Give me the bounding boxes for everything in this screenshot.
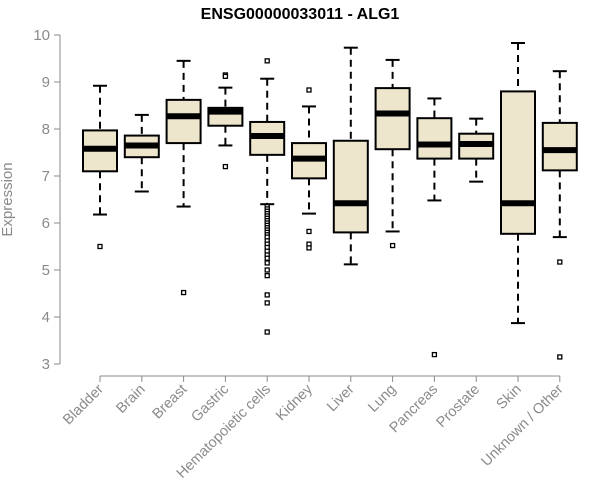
outlier-point xyxy=(222,73,229,80)
chart-title: ENSG00000033011 - ALG1 xyxy=(200,6,400,23)
outlier-point xyxy=(264,255,270,261)
y-tick-label: 6 xyxy=(42,215,50,232)
outlier-point xyxy=(306,87,312,93)
outlier-point xyxy=(264,260,270,266)
y-tick-label: 9 xyxy=(42,74,50,91)
y-tick-label: 5 xyxy=(42,262,50,279)
box-prostate xyxy=(458,117,495,183)
box-gastric xyxy=(207,72,244,170)
box-unknown-other xyxy=(541,70,578,360)
outlier-point xyxy=(222,163,229,170)
outlier-point xyxy=(97,243,103,250)
box-skin xyxy=(500,41,536,325)
iqr-box xyxy=(541,121,578,172)
y-tick-label: 10 xyxy=(33,27,50,44)
box-liver xyxy=(332,46,369,266)
box-hematopoietic-cells xyxy=(249,58,286,335)
outlier-point xyxy=(264,272,270,279)
box-bladder xyxy=(82,84,118,250)
iqr-box xyxy=(416,117,453,160)
outlier-point xyxy=(180,289,187,296)
iqr-box xyxy=(374,87,411,151)
box-lung xyxy=(374,58,411,249)
x-tick-label: Prostate xyxy=(434,382,483,431)
outlier-point xyxy=(306,245,312,251)
y-tick-label: 4 xyxy=(42,309,50,326)
outlier-point xyxy=(557,354,563,360)
y-tick-label: 3 xyxy=(42,356,50,373)
outlier-point xyxy=(431,351,438,358)
outlier-point xyxy=(264,300,270,306)
x-tick-label: Brain xyxy=(113,382,148,417)
x-tick-label: Skin xyxy=(494,382,525,413)
outlier-point xyxy=(264,58,270,64)
box-kidney xyxy=(291,87,327,251)
outlier-point xyxy=(264,329,270,335)
x-tick-label: Bladder xyxy=(60,381,107,428)
iqr-box xyxy=(500,90,536,235)
box-pancreas xyxy=(416,97,453,358)
x-tick-label: Liver xyxy=(324,381,358,415)
box-breast xyxy=(165,59,202,296)
y-tick-label: 7 xyxy=(42,168,50,185)
outlier-point xyxy=(264,267,270,273)
x-tick-label: Lung xyxy=(365,382,399,416)
outlier-point xyxy=(306,228,312,235)
y-axis-title: Expression xyxy=(0,162,16,236)
y-tick-label: 8 xyxy=(42,121,50,138)
outlier-point xyxy=(557,259,563,265)
outlier-point xyxy=(389,242,396,249)
outlier-point xyxy=(264,292,270,298)
x-tick-label: Breast xyxy=(149,382,190,423)
iqr-box xyxy=(332,139,369,234)
iqr-box xyxy=(165,98,202,145)
x-tick-label: Kidney xyxy=(273,381,316,424)
box-brain xyxy=(123,113,160,193)
